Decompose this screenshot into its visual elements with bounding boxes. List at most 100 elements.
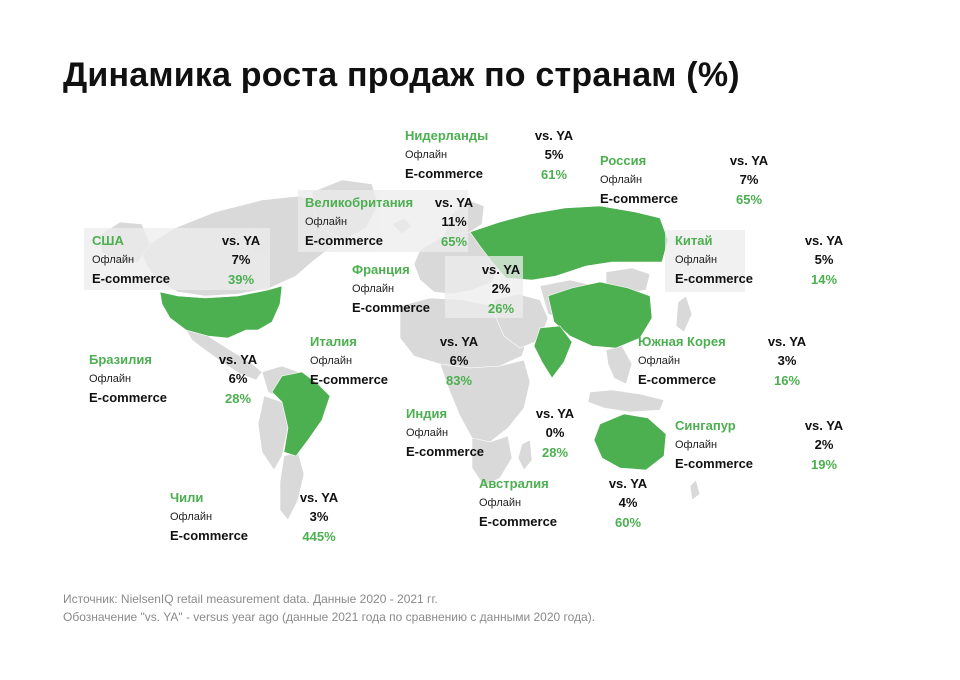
country-name: Франция [352,262,410,277]
offline-label: Офлайн [675,439,718,451]
ecommerce-value: 14% [810,272,838,287]
ecommerce-label: E-commerce [310,372,389,387]
ecommerce-value: 60% [614,515,642,530]
central-africa [439,359,531,443]
vs-ya-label: vs. YA [481,262,521,277]
vs-ya-label: vs. YA [439,334,479,349]
offline-label: Офлайн [405,149,448,161]
vs-ya-label: vs. YA [767,334,807,349]
indonesia [587,389,665,413]
ecommerce-value: 61% [540,167,568,182]
offline-label: Офлайн [638,355,681,367]
country-name: Индия [406,406,448,421]
ecommerce-value: 445% [302,529,336,544]
country-card-cl: Чили vs. YA Офлайн 3% E-commerce 445% [170,490,348,562]
vs-ya-note: Обозначение "vs. YA" - versus year ago (… [63,610,596,624]
offline-label: Офлайн [675,254,718,266]
fr-card-bg [445,256,523,318]
mexico-central [185,329,263,381]
country-card-in: Индия vs. YA Офлайн 0% E-commerce 28% [406,406,584,478]
source-note: Источник: NielsenIQ retail measurement d… [63,592,438,606]
cn-card-bg [665,230,745,292]
country-name: Китай [675,233,713,248]
country-card-au: Австралия vs. YA Офлайн 4% E-commerce 60% [479,476,657,548]
vs-ya-label: vs. YA [299,490,339,505]
ecommerce-label: E-commerce [92,271,171,286]
country-card-fr: Франция vs. YA Офлайн 2% E-commerce 26% [352,262,530,334]
ecommerce-label: E-commerce [638,372,717,387]
ecommerce-value: 39% [227,272,255,287]
offline-label: Офлайн [310,355,353,367]
ecommerce-value: 16% [773,373,801,388]
land-green [159,205,669,471]
offline-label: Офлайн [352,283,395,295]
usa-shape [159,285,283,339]
country-name: Великобритания [305,195,414,210]
ecommerce-label: E-commerce [170,528,249,543]
vs-ya-label: vs. YA [804,233,844,248]
ecommerce-value: 26% [487,301,515,316]
country-card-nl: Нидерланды vs. YA Офлайн 5% E-commerce 61% [405,128,583,200]
highlight-boxes [84,190,745,318]
ecommerce-label: E-commerce [675,456,754,471]
offline-value: 6% [228,371,248,386]
offline-label: Офлайн [406,427,449,439]
offline-value: 3% [309,509,329,524]
country-card-sg: Сингапур vs. YA Офлайн 2% E-commerce 19% [675,418,853,490]
country-name: Нидерланды [405,128,489,143]
argentina [279,451,305,521]
offline-label: Офлайн [89,373,132,385]
offline-value: 7% [231,252,251,267]
ecommerce-value: 65% [735,192,763,207]
offline-value: 4% [618,495,638,510]
madagascar [517,439,533,471]
ecommerce-value: 83% [445,373,473,388]
offline-value: 2% [491,281,511,296]
vs-ya-label: vs. YA [534,128,574,143]
country-card-cn: Китай vs. YA Офлайн 5% E-commerce 14% [675,233,853,305]
country-card-br: Бразилия vs. YA Офлайн 6% E-commerce 28% [89,352,267,424]
new-zealand [689,479,701,501]
page-title: Динамика роста продаж по странам (%) [63,56,740,94]
country-name: Россия [600,153,647,168]
country-card-ru: Россия vs. YA Офлайн 7% E-commerce 65% [600,153,778,225]
offline-value: 11% [441,214,467,229]
country-name: Италия [310,334,357,349]
us-card-bg [84,228,270,290]
vs-ya-label: vs. YA [804,418,844,433]
offline-value: 3% [777,353,797,368]
japan [675,295,693,333]
country-card-kr: Южная Корея vs. YA Офлайн 3% E-commerce 16% [638,334,816,406]
offline-label: Офлайн [305,216,348,228]
country-name: Бразилия [89,352,152,367]
country-card-us: США vs. YA Офлайн 7% E-commerce 39% [92,233,270,305]
offline-label: Офлайн [479,497,522,509]
offline-value: 2% [814,437,834,452]
vs-ya-label: vs. YA [434,195,474,210]
country-name: США [92,233,124,248]
offline-label: Офлайн [92,254,135,266]
china-shape [547,281,653,349]
country-name: Чили [170,490,204,505]
country-card-uk: Великобритания vs. YA Офлайн 11% E-commerce 6… [305,195,483,267]
ecommerce-value: 28% [224,391,252,406]
offline-label: Офлайн [170,511,213,523]
offline-value: 5% [544,147,564,162]
offline-value: 5% [814,252,834,267]
country-name: Австралия [479,476,549,491]
vs-ya-label: vs. YA [221,233,261,248]
vs-ya-label: vs. YA [729,153,769,168]
ecommerce-label: E-commerce [405,166,484,181]
ecommerce-label: E-commerce [406,444,485,459]
ecommerce-label: E-commerce [89,390,168,405]
southern-africa [471,435,513,487]
offline-value: 7% [739,172,759,187]
offline-value: 6% [449,353,469,368]
country-name: Сингапур [675,418,736,433]
offline-label: Офлайн [600,174,643,186]
country-card-it: Италия vs. YA Офлайн 6% E-commerce 83% [310,334,488,406]
brazil-shape [271,371,331,457]
ecommerce-label: E-commerce [479,514,558,529]
australia-shape [593,413,667,471]
ecommerce-value: 19% [810,457,838,472]
